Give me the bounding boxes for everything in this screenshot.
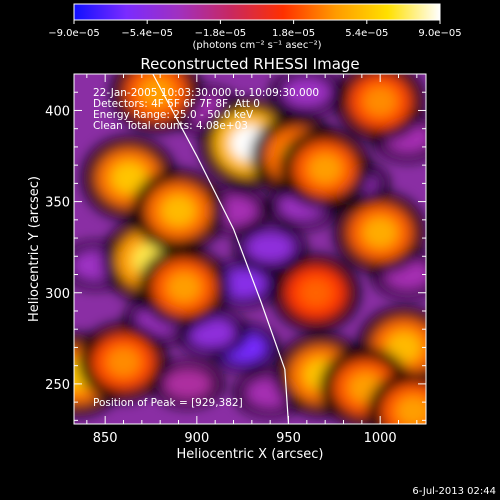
heatmap-high-core xyxy=(386,331,422,364)
heatmap-high-core xyxy=(395,395,426,424)
colorbar-tick-label: 9.0e−05 xyxy=(418,28,461,39)
heatmap-low-region xyxy=(246,232,294,262)
plot-frame xyxy=(73,73,427,425)
heatmap-high-core xyxy=(299,278,333,308)
colorbar-unit-label: (photons cm⁻² s⁻¹ asec⁻²) xyxy=(192,40,321,51)
x-tick-label: 900 xyxy=(184,431,209,446)
x-tick-label: 950 xyxy=(276,431,301,446)
colorbar-tick-label: 5.4e−05 xyxy=(345,28,388,39)
heatmap-high-core xyxy=(362,216,398,249)
info-line-detectors: Detectors: 4F 5F 6F 7F 8F, Att 0 xyxy=(93,98,260,110)
colorbar-tick-label: 1.8e−05 xyxy=(272,28,315,39)
plot-area: 850 900 950 1000 250 300 350 400 22-Jan-2005 10… xyxy=(45,73,427,446)
heatmap-high-core xyxy=(110,161,148,195)
footer-date: 6-Jul-2013 02:44 xyxy=(412,486,496,497)
x-axis-label: Heliocentric X (arcsec) xyxy=(177,447,324,462)
colorbar-tick-label: −1.8e−05 xyxy=(195,28,247,39)
y-tick-label: 250 xyxy=(45,378,70,393)
info-line-time: 22-Jan-2005 10:03:30.000 to 10:09:30.000 xyxy=(93,87,319,99)
x-tick-label: 850 xyxy=(93,431,118,446)
heatmap-image xyxy=(74,74,426,424)
heatmap-high-core xyxy=(166,271,202,303)
solar-limb-curve xyxy=(152,74,290,424)
heatmap-low-region xyxy=(163,369,212,399)
heatmap-high-core xyxy=(139,76,174,108)
y-axis-label: Heliocentric Y (arcsec) xyxy=(27,176,42,322)
colorbar-tick-label: −9.0e−05 xyxy=(48,28,100,39)
colorbar-tick-label: −5.4e−05 xyxy=(121,28,173,39)
heatmap-low-region xyxy=(218,268,267,299)
info-line-counts: Clean Total counts: 4.08e+03 xyxy=(93,120,248,132)
peak-position-label: Position of Peak = [929,382] xyxy=(93,397,243,409)
y-tick-label: 350 xyxy=(45,196,70,211)
colorbar-gradient xyxy=(73,3,441,21)
y-tick-label: 400 xyxy=(45,104,70,119)
heatmap-high-core xyxy=(160,194,197,227)
chart-title: Reconstructed RHESSI Image xyxy=(140,55,359,73)
heatmap-low-region xyxy=(283,77,331,107)
info-line-energy: Energy Range: 25.0 - 50.0 keV xyxy=(93,109,254,121)
x-tick-label: 1000 xyxy=(364,431,397,446)
heatmap-high-core xyxy=(307,153,343,185)
colorbar: −9.0e−05 −5.4e−05 −1.8e−05 1.8e−05 5.4e−05 9.… xyxy=(48,3,462,51)
heatmap-high-core xyxy=(106,346,141,378)
y-tick-label: 300 xyxy=(45,287,70,302)
heatmap-high-core xyxy=(363,86,398,117)
